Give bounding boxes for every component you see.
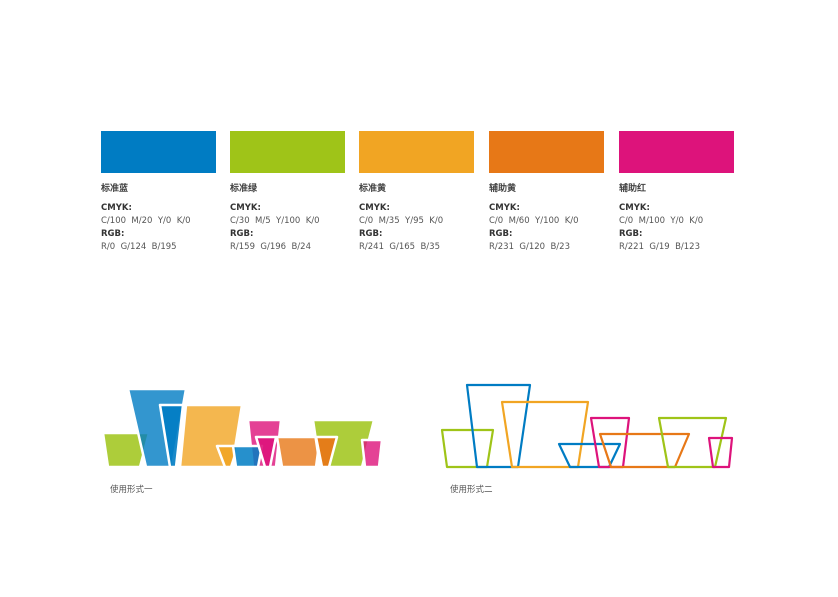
- color-name: 标准黄: [359, 184, 387, 194]
- outline-shape: [440, 428, 495, 469]
- cmyk-label: CMYK:: [619, 203, 650, 213]
- rgb-value: R/0 G/124 B/195: [101, 242, 177, 252]
- cmyk-value: C/0 M/100 Y/0 K/0: [619, 216, 704, 226]
- rgb-label: RGB:: [619, 229, 643, 239]
- color-card: 辅助黄 CMYK: C/0 M/60 Y/100 K/0 RGB: R/231 …: [489, 131, 604, 254]
- cmyk-value: C/0 M/35 Y/95 K/0: [359, 216, 444, 226]
- filled-shape: [254, 435, 278, 469]
- rgb-label: RGB:: [359, 229, 383, 239]
- rgb-value: R/159 G/196 B/24: [230, 242, 311, 252]
- color-swatch: [619, 131, 734, 173]
- rgb-value: R/231 G/120 B/23: [489, 242, 570, 252]
- color-name: 辅助红: [619, 184, 647, 194]
- outline-shape: [500, 400, 590, 469]
- filled-shape: [231, 444, 264, 469]
- rgb-value: R/241 G/165 B/35: [359, 242, 440, 252]
- color-card: 标准蓝 CMYK: C/100 M/20 Y/0 K/0 RGB: R/0 G/…: [101, 131, 216, 254]
- color-swatch: [489, 131, 604, 173]
- outline-shape: [589, 416, 631, 469]
- caption-usage-one: 使用形式一: [110, 485, 153, 495]
- rgb-label: RGB:: [230, 229, 254, 239]
- cmyk-label: CMYK:: [101, 203, 132, 213]
- rgb-label: RGB:: [489, 229, 513, 239]
- filled-shape: [275, 435, 322, 469]
- rgb-value: R/221 G/19 B/123: [619, 242, 700, 252]
- caption-usage-two: 使用形式二: [450, 485, 493, 495]
- filled-shape: [101, 431, 151, 469]
- color-swatch: [230, 131, 345, 173]
- color-name: 辅助黄: [489, 184, 517, 194]
- cmyk-value: C/0 M/60 Y/100 K/0: [489, 216, 579, 226]
- color-card: 标准绿 CMYK: C/30 M/5 Y/100 K/0 RGB: R/159 …: [230, 131, 345, 254]
- color-card: 标准黄 CMYK: C/0 M/35 Y/95 K/0 RGB: R/241 G…: [359, 131, 474, 254]
- rgb-label: RGB:: [101, 229, 125, 239]
- cmyk-value: C/100 M/20 Y/0 K/0: [101, 216, 191, 226]
- outline-shape: [707, 436, 734, 469]
- outline-shape: [598, 432, 691, 469]
- usage-form-outline: [440, 383, 734, 469]
- cmyk-label: CMYK:: [489, 203, 520, 213]
- filled-shape: [158, 403, 185, 469]
- color-name: 标准蓝: [101, 184, 129, 194]
- color-name: 标准绿: [230, 184, 258, 194]
- cmyk-label: CMYK:: [359, 203, 390, 213]
- outline-shape: [657, 416, 728, 469]
- color-card: 辅助红 CMYK: C/0 M/100 Y/0 K/0 RGB: R/221 G…: [619, 131, 734, 254]
- color-swatch: [359, 131, 474, 173]
- outline-shape: [465, 383, 532, 469]
- filled-shape: [314, 435, 339, 469]
- usage-form-filled: [101, 387, 384, 469]
- filled-shape: [360, 438, 384, 469]
- cmyk-label: CMYK:: [230, 203, 261, 213]
- cmyk-value: C/30 M/5 Y/100 K/0: [230, 216, 320, 226]
- color-swatch: [101, 131, 216, 173]
